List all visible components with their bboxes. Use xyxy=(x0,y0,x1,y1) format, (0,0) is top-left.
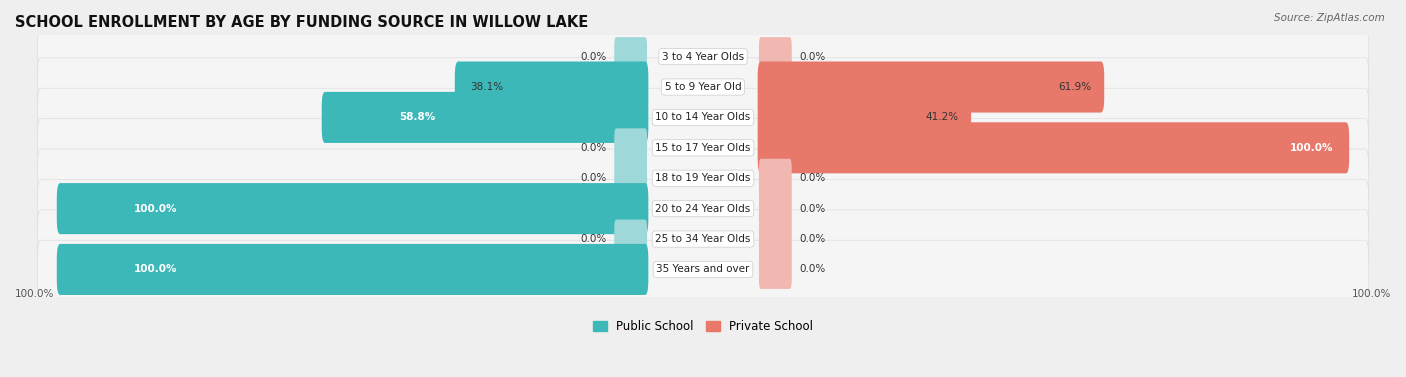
Text: 25 to 34 Year Olds: 25 to 34 Year Olds xyxy=(655,234,751,244)
FancyBboxPatch shape xyxy=(38,58,1368,116)
Text: 0.0%: 0.0% xyxy=(581,173,606,183)
FancyBboxPatch shape xyxy=(759,37,792,76)
FancyBboxPatch shape xyxy=(38,210,1368,268)
Text: 0.0%: 0.0% xyxy=(800,234,825,244)
Text: 0.0%: 0.0% xyxy=(800,173,825,183)
Text: 100.0%: 100.0% xyxy=(1289,143,1333,153)
FancyBboxPatch shape xyxy=(56,183,648,234)
FancyBboxPatch shape xyxy=(38,149,1368,207)
Text: 58.8%: 58.8% xyxy=(399,112,434,123)
FancyBboxPatch shape xyxy=(759,250,792,289)
Legend: Public School, Private School: Public School, Private School xyxy=(588,316,818,338)
Text: 38.1%: 38.1% xyxy=(470,82,503,92)
Text: 100.0%: 100.0% xyxy=(1351,290,1391,299)
Text: SCHOOL ENROLLMENT BY AGE BY FUNDING SOURCE IN WILLOW LAKE: SCHOOL ENROLLMENT BY AGE BY FUNDING SOUR… xyxy=(15,15,588,30)
Text: 0.0%: 0.0% xyxy=(800,264,825,274)
Text: 100.0%: 100.0% xyxy=(134,264,177,274)
FancyBboxPatch shape xyxy=(759,189,792,228)
FancyBboxPatch shape xyxy=(322,92,648,143)
Text: 0.0%: 0.0% xyxy=(800,52,825,61)
Text: 5 to 9 Year Old: 5 to 9 Year Old xyxy=(665,82,741,92)
Text: 0.0%: 0.0% xyxy=(800,204,825,214)
Text: 0.0%: 0.0% xyxy=(581,143,606,153)
FancyBboxPatch shape xyxy=(614,37,647,76)
Text: 41.2%: 41.2% xyxy=(925,112,959,123)
FancyBboxPatch shape xyxy=(614,128,647,167)
Text: 35 Years and over: 35 Years and over xyxy=(657,264,749,274)
FancyBboxPatch shape xyxy=(758,122,1350,173)
Text: Source: ZipAtlas.com: Source: ZipAtlas.com xyxy=(1274,13,1385,23)
FancyBboxPatch shape xyxy=(758,61,1104,113)
Text: 0.0%: 0.0% xyxy=(581,52,606,61)
FancyBboxPatch shape xyxy=(38,179,1368,238)
Text: 100.0%: 100.0% xyxy=(134,204,177,214)
FancyBboxPatch shape xyxy=(38,240,1368,299)
Text: 61.9%: 61.9% xyxy=(1059,82,1091,92)
FancyBboxPatch shape xyxy=(38,28,1368,86)
Text: 10 to 14 Year Olds: 10 to 14 Year Olds xyxy=(655,112,751,123)
FancyBboxPatch shape xyxy=(759,219,792,259)
Text: 15 to 17 Year Olds: 15 to 17 Year Olds xyxy=(655,143,751,153)
FancyBboxPatch shape xyxy=(38,119,1368,177)
Text: 100.0%: 100.0% xyxy=(15,290,55,299)
FancyBboxPatch shape xyxy=(38,88,1368,147)
FancyBboxPatch shape xyxy=(56,244,648,295)
Text: 0.0%: 0.0% xyxy=(581,234,606,244)
FancyBboxPatch shape xyxy=(614,219,647,259)
FancyBboxPatch shape xyxy=(758,92,972,143)
Text: 3 to 4 Year Olds: 3 to 4 Year Olds xyxy=(662,52,744,61)
FancyBboxPatch shape xyxy=(759,159,792,198)
FancyBboxPatch shape xyxy=(454,61,648,113)
Text: 18 to 19 Year Olds: 18 to 19 Year Olds xyxy=(655,173,751,183)
FancyBboxPatch shape xyxy=(614,159,647,198)
Text: 20 to 24 Year Olds: 20 to 24 Year Olds xyxy=(655,204,751,214)
